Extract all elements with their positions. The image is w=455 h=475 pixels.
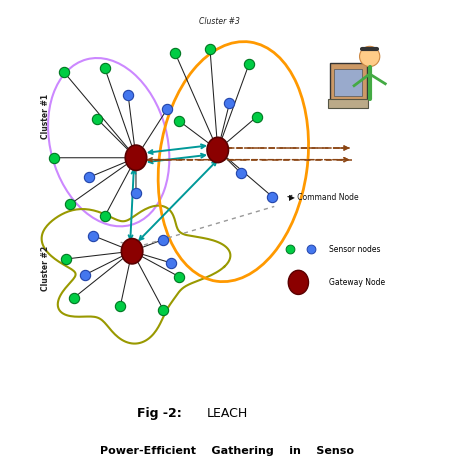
- Point: [62, 255, 70, 263]
- Text: Sensor nodes: Sensor nodes: [329, 245, 380, 254]
- Point: [70, 294, 77, 302]
- Point: [60, 68, 67, 76]
- Point: [226, 99, 233, 107]
- Point: [125, 92, 132, 99]
- Text: Power-Efficient    Gathering    in    Senso: Power-Efficient Gathering in Senso: [101, 446, 354, 456]
- Point: [171, 49, 178, 57]
- Text: ▶ Command Node: ▶ Command Node: [289, 192, 359, 201]
- Point: [163, 105, 171, 113]
- Ellipse shape: [207, 137, 228, 162]
- Point: [101, 65, 108, 72]
- Ellipse shape: [125, 145, 147, 171]
- Point: [66, 200, 73, 208]
- Point: [82, 271, 89, 278]
- Text: Fig -2:: Fig -2:: [137, 407, 182, 420]
- Text: Gateway Node: Gateway Node: [329, 278, 385, 287]
- Point: [101, 212, 108, 220]
- Text: LEACH: LEACH: [207, 407, 248, 420]
- Point: [238, 170, 245, 177]
- Point: [308, 246, 315, 253]
- Point: [86, 173, 93, 181]
- Point: [206, 45, 213, 53]
- Ellipse shape: [121, 238, 143, 264]
- Point: [90, 232, 97, 239]
- FancyBboxPatch shape: [328, 99, 369, 108]
- Point: [175, 117, 182, 124]
- Text: Cluster #2: Cluster #2: [41, 246, 51, 291]
- Circle shape: [359, 47, 380, 66]
- Point: [51, 154, 58, 162]
- Point: [268, 193, 276, 200]
- FancyBboxPatch shape: [334, 69, 362, 96]
- Point: [160, 306, 167, 314]
- Point: [286, 246, 293, 253]
- Text: Cluster #1: Cluster #1: [41, 95, 51, 140]
- Point: [167, 259, 175, 267]
- Point: [93, 115, 101, 123]
- Point: [253, 113, 260, 121]
- Text: Cluster #3: Cluster #3: [199, 17, 240, 26]
- Point: [245, 60, 253, 68]
- Point: [160, 236, 167, 243]
- Ellipse shape: [288, 270, 308, 294]
- Point: [175, 273, 182, 280]
- Point: [117, 302, 124, 310]
- Point: [132, 189, 140, 197]
- FancyBboxPatch shape: [329, 63, 367, 101]
